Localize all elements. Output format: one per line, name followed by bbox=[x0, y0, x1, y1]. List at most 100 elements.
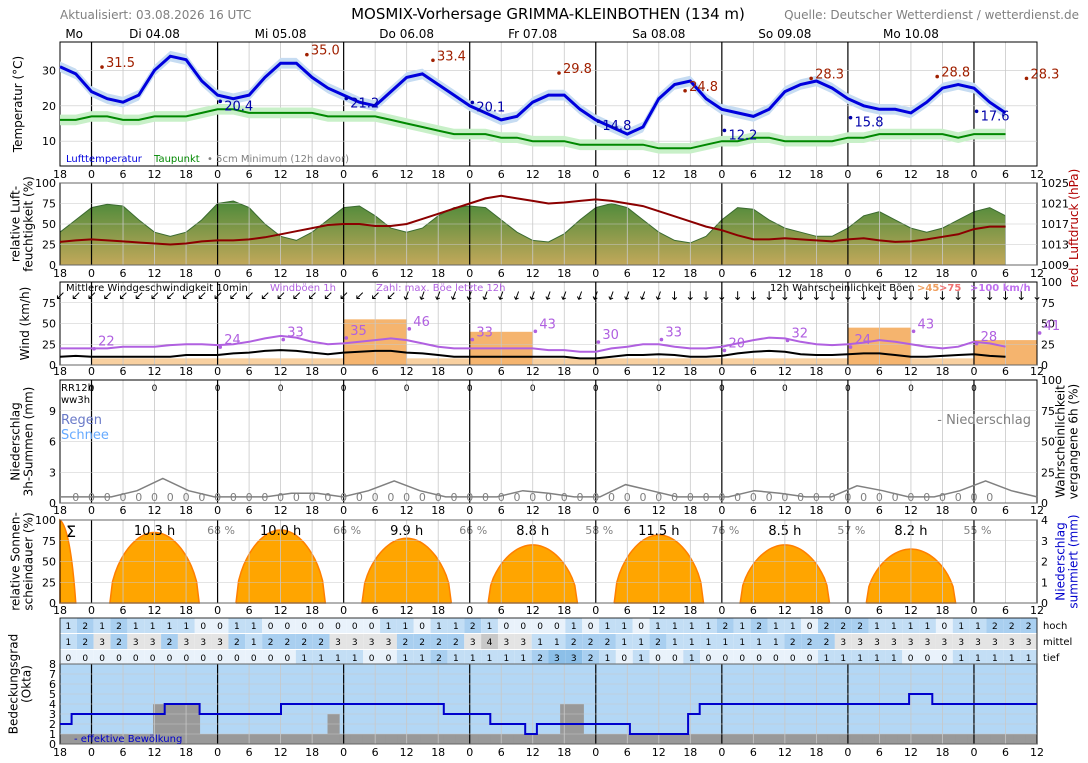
gust-max-marker bbox=[1037, 331, 1042, 335]
hour-tick-label: 0 bbox=[718, 746, 725, 759]
cloud-cell-value: 2 bbox=[807, 638, 813, 648]
cloud-cell bbox=[582, 650, 600, 665]
low-cloud-bar bbox=[839, 734, 852, 744]
cloud-cell-value: 1 bbox=[335, 654, 341, 664]
cloud-cell-value: 2 bbox=[723, 622, 729, 632]
hour-tick-label: 6 bbox=[498, 168, 505, 181]
cloud-cell bbox=[784, 634, 802, 649]
cloud-cell bbox=[716, 634, 734, 649]
cloud-cell-value: 2 bbox=[318, 638, 324, 648]
cloud-cell bbox=[144, 618, 162, 633]
cloud-cell bbox=[733, 618, 751, 633]
cloud-cell bbox=[784, 650, 802, 665]
wind-direction-arrow: ↓ bbox=[431, 288, 445, 305]
hour-tick-label: 0 bbox=[88, 746, 95, 759]
rr12h-value: 0 bbox=[782, 384, 788, 394]
cloud-cell bbox=[127, 650, 145, 665]
hour-tick-label: 12 bbox=[148, 746, 162, 759]
probability-tick-label: 0 bbox=[1041, 497, 1048, 510]
cloud-cell-value: 2 bbox=[824, 622, 830, 632]
y-tick-label: 8 bbox=[49, 658, 56, 671]
cloud-cell bbox=[986, 634, 1004, 649]
low-cloud-bar bbox=[827, 734, 840, 744]
gust-max-marker bbox=[659, 337, 664, 342]
precip-amount-label: 0 bbox=[671, 491, 678, 504]
low-cloud-bar bbox=[932, 734, 945, 744]
probability-tick-label: 75 bbox=[1041, 405, 1055, 418]
cloud-cell-value: 3 bbox=[200, 638, 206, 648]
cloud-cell-value: 0 bbox=[318, 622, 324, 632]
cloud-cell-value: 1 bbox=[958, 654, 964, 664]
hour-tick-label: 0 bbox=[340, 267, 347, 280]
hour-tick-label: 6 bbox=[1002, 504, 1009, 517]
precip-amount-label: 0 bbox=[829, 491, 836, 504]
gust-max-marker bbox=[470, 337, 475, 342]
cloud-cell-value: 3 bbox=[571, 654, 577, 664]
cloud-cell bbox=[514, 650, 532, 665]
cloud-cell bbox=[177, 650, 195, 665]
cloud-cell bbox=[885, 634, 903, 649]
low-cloud-bar bbox=[653, 734, 666, 744]
cloud-cell bbox=[396, 634, 414, 649]
cloud-cell bbox=[969, 618, 987, 633]
cloud-cell bbox=[430, 634, 448, 649]
cloud-cell-value: 1 bbox=[689, 622, 695, 632]
low-cloud-bar bbox=[769, 734, 782, 744]
hour-tick-label: 6 bbox=[1002, 168, 1009, 181]
legend-effective-cloud: - effektive Bewölkung bbox=[74, 734, 182, 745]
max-marker bbox=[683, 88, 687, 93]
wind-direction-arrow: ↓ bbox=[463, 288, 477, 305]
cloud-cell bbox=[986, 650, 1004, 665]
y-tick-label: 25 bbox=[42, 338, 56, 351]
cloud-cell-value: 2 bbox=[588, 654, 594, 664]
cloud-cell bbox=[245, 618, 263, 633]
cloud-cell bbox=[834, 650, 852, 665]
hour-tick-label: 0 bbox=[718, 365, 725, 378]
hour-tick-label: 18 bbox=[809, 604, 823, 617]
low-cloud-bar bbox=[106, 734, 119, 744]
wind-direction-arrow: ↓ bbox=[953, 289, 963, 303]
y-tick-label: 0 bbox=[49, 497, 56, 510]
cloud-cell-value: 0 bbox=[504, 622, 510, 632]
precip-amount-label: 0 bbox=[592, 491, 599, 504]
cloud-cell bbox=[649, 634, 667, 649]
cloud-cell bbox=[380, 650, 397, 665]
cloud-cell bbox=[413, 618, 431, 633]
hour-tick-label: 0 bbox=[592, 267, 599, 280]
gust-max-label: 28 bbox=[981, 330, 998, 345]
cloud-cell bbox=[60, 634, 77, 649]
cloud-cell-value: 1 bbox=[874, 622, 880, 632]
cloud-cell-value: 3 bbox=[520, 638, 526, 648]
rr12h-value: 0 bbox=[971, 384, 977, 394]
pressure-tick-label: 1025 bbox=[1041, 177, 1069, 190]
rr12h-value: 0 bbox=[215, 384, 221, 394]
precip-amount-label: 0 bbox=[813, 491, 820, 504]
hour-tick-label: 18 bbox=[53, 504, 67, 517]
cloud-cell-value: 0 bbox=[554, 622, 560, 632]
axis-label: Bedeckungsgrad bbox=[7, 634, 21, 734]
wind-direction-arrow: ↓ bbox=[447, 288, 461, 305]
hour-tick-label: 0 bbox=[592, 365, 599, 378]
cloud-cell-value: 0 bbox=[200, 654, 206, 664]
cloud-cell bbox=[666, 618, 684, 633]
day-label: Di 04.08 bbox=[129, 27, 180, 41]
probability-tick-label: 25 bbox=[1041, 338, 1055, 351]
hour-tick-label: 18 bbox=[935, 504, 949, 517]
cloud-cell-value: 1 bbox=[402, 654, 408, 664]
max-marker bbox=[1024, 76, 1029, 81]
hour-tick-label: 0 bbox=[844, 168, 851, 181]
hour-tick-label: 6 bbox=[750, 365, 757, 378]
cloud-cell-value: 0 bbox=[217, 654, 223, 664]
hour-tick-label: 12 bbox=[148, 604, 162, 617]
cloud-cell bbox=[902, 650, 920, 665]
cloud-cell-value: 0 bbox=[150, 654, 156, 664]
cloud-cell bbox=[919, 650, 936, 665]
sum-symbol: Σ bbox=[66, 522, 76, 541]
max-marker bbox=[100, 65, 104, 69]
legend-dewpoint: Taupunkt bbox=[153, 154, 200, 165]
y-tick-label: 0 bbox=[49, 359, 56, 372]
cloud-cell-value: 1 bbox=[706, 622, 712, 632]
cloud-cell-value: 3 bbox=[958, 638, 964, 648]
min-marker bbox=[848, 115, 853, 120]
